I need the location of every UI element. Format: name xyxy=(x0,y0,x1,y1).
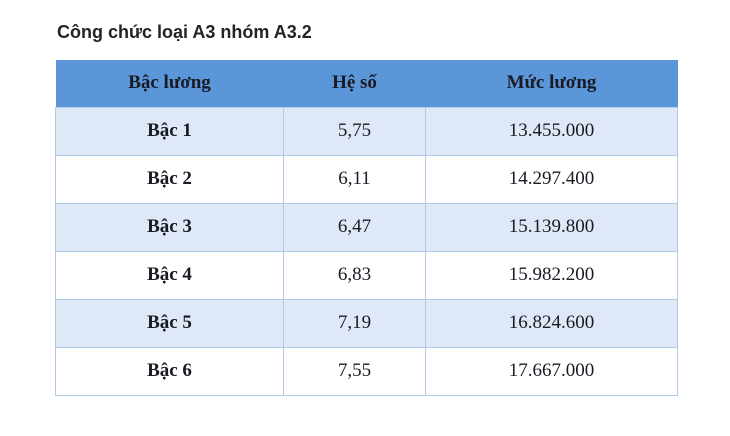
cell-salary-grade: Bậc 6 xyxy=(55,346,284,396)
cell-coefficient: 7,19 xyxy=(283,298,426,348)
cell-coefficient: 6,11 xyxy=(283,154,426,204)
table-header-row: Bậc lương Hệ số Mức lương xyxy=(55,60,678,107)
table-row: Bậc 3 6,47 15.139.800 xyxy=(55,202,678,252)
cell-salary-amount: 14.297.400 xyxy=(425,154,678,204)
table-row: Bậc 1 5,75 13.455.000 xyxy=(55,106,678,156)
cell-salary-amount: 15.139.800 xyxy=(425,202,678,252)
cell-coefficient: 6,83 xyxy=(283,250,426,300)
table-row: Bậc 6 7,55 17.667.000 xyxy=(55,346,678,396)
page-title: Công chức loại A3 nhóm A3.2 xyxy=(57,22,312,42)
cell-coefficient: 7,55 xyxy=(283,346,426,396)
column-header-salary-amount: Mức lương xyxy=(425,60,678,107)
cell-salary-amount: 16.824.600 xyxy=(425,298,678,348)
table-row: Bậc 2 6,11 14.297.400 xyxy=(55,154,678,204)
cell-salary-amount: 15.982.200 xyxy=(425,250,678,300)
cell-salary-amount: 13.455.000 xyxy=(425,106,678,156)
cell-salary-grade: Bậc 2 xyxy=(55,154,284,204)
cell-coefficient: 6,47 xyxy=(283,202,426,252)
column-header-coefficient: Hệ số xyxy=(283,60,426,107)
cell-salary-grade: Bậc 5 xyxy=(55,298,284,348)
table-row: Bậc 4 6,83 15.982.200 xyxy=(55,250,678,300)
salary-table: Bậc lương Hệ số Mức lương Bậc 1 5,75 13.… xyxy=(55,60,678,396)
column-header-salary-grade: Bậc lương xyxy=(55,60,284,107)
table-row: Bậc 5 7,19 16.824.600 xyxy=(55,298,678,348)
cell-salary-grade: Bậc 1 xyxy=(55,106,284,156)
cell-salary-grade: Bậc 4 xyxy=(55,250,284,300)
cell-salary-amount: 17.667.000 xyxy=(425,346,678,396)
cell-salary-grade: Bậc 3 xyxy=(55,202,284,252)
cell-coefficient: 5,75 xyxy=(283,106,426,156)
